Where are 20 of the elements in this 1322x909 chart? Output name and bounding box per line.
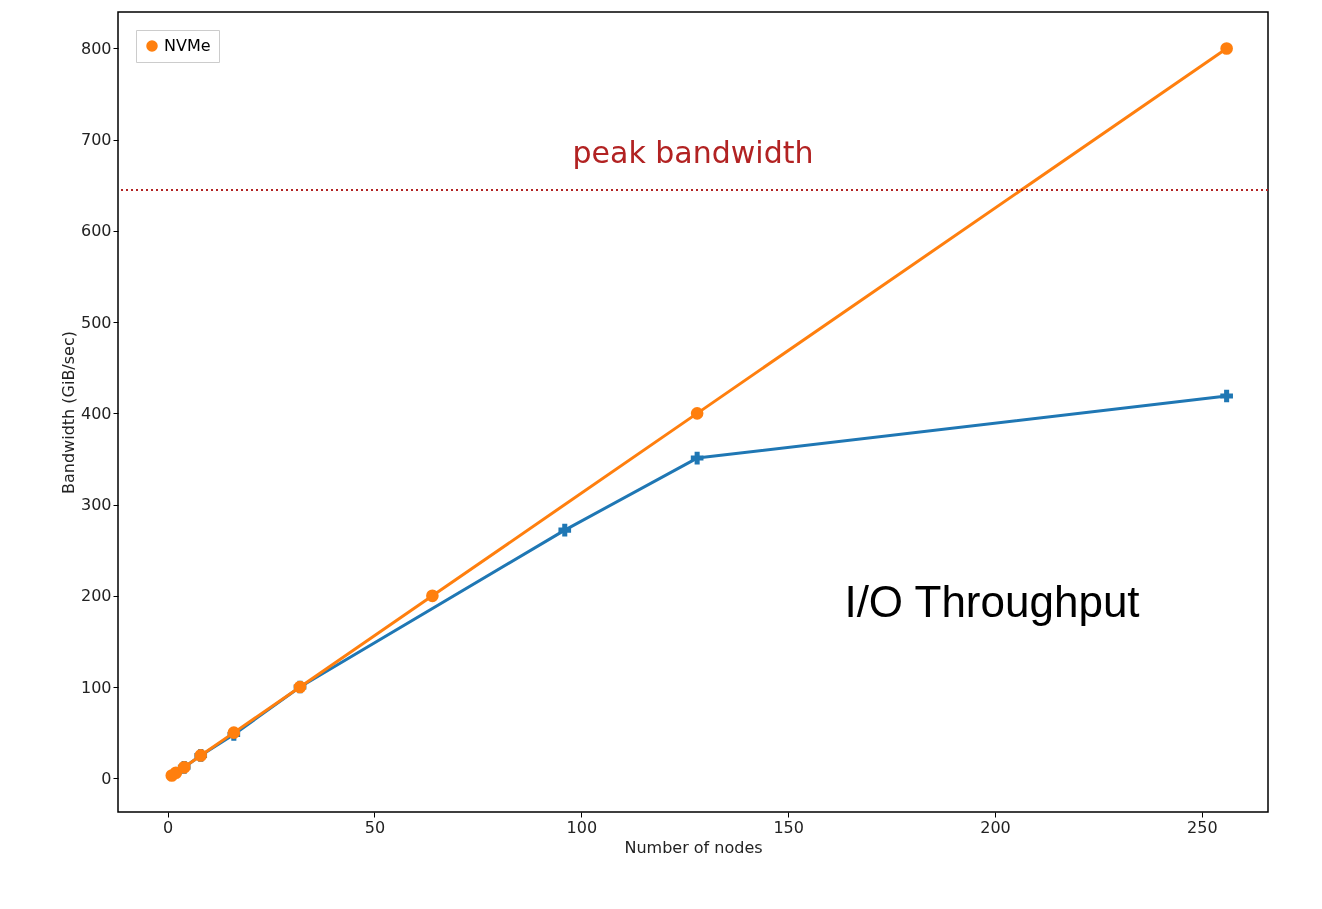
x-tick-label: 100 <box>566 817 598 837</box>
ref-line-label: peak bandwidth <box>572 134 814 170</box>
x-tick-label: 200 <box>980 817 1011 837</box>
y-tick-label: 0 <box>101 768 112 788</box>
y-tick-label: 600 <box>80 221 112 241</box>
legend-label: NVMe <box>164 36 211 55</box>
x-tick-label: 150 <box>773 817 804 837</box>
x-tick-label: 50 <box>364 817 386 837</box>
y-axis-title: Bandwidth (GiB/sec) <box>58 331 78 494</box>
y-tick-label: 100 <box>80 677 112 697</box>
y-tick-label: 700 <box>80 130 112 150</box>
y-tick-label: 300 <box>80 495 112 515</box>
annotation: I/O Throughput <box>844 577 1140 626</box>
x-tick-label: 250 <box>1187 817 1218 837</box>
y-tick-label: 200 <box>80 586 112 606</box>
x-axis-title: Number of nodes <box>624 837 763 857</box>
y-tick-label: 500 <box>80 312 112 332</box>
y-tick-label: 400 <box>80 403 112 423</box>
x-tick-label: 0 <box>163 817 174 837</box>
y-tick-label: 800 <box>80 38 112 58</box>
